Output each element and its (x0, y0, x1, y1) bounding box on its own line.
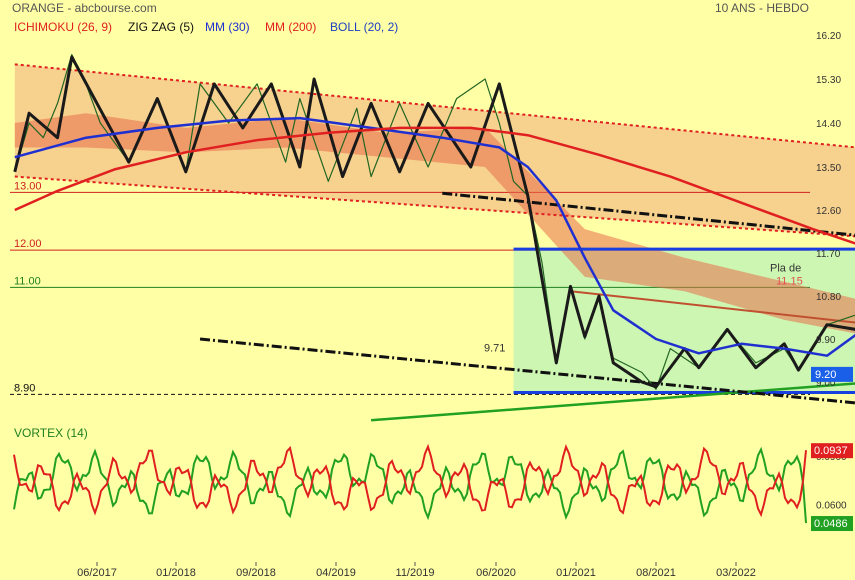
legend-item: MM (200) (265, 20, 317, 34)
y-tick-label: 9.90 (816, 335, 836, 346)
legend-item: BOLL (20, 2) (330, 20, 399, 34)
annotation-label: 9.71 (484, 343, 505, 355)
last-price-label: 9.20 (815, 369, 836, 381)
x-tick-label: 08/2021 (636, 567, 676, 579)
y-tick-label: 13.50 (816, 163, 841, 174)
legend-item: ICHIMOKU (26, 9) (14, 20, 113, 34)
vortex-last-label: 0.0486 (814, 518, 848, 530)
x-tick-label: 09/2018 (236, 567, 276, 579)
x-tick-label: 01/2021 (556, 567, 596, 579)
trend-line (570, 290, 855, 324)
vortex-last-badge (811, 443, 853, 459)
mm200-line (14, 126, 855, 245)
y-tick-label: 0.0600 (816, 501, 847, 512)
vortex-title: VORTEX (14) (14, 426, 88, 440)
zigzag-line (13, 55, 855, 389)
chart-title: ORANGE - abcbourse.com (12, 1, 157, 15)
x-tick-label: 06/2020 (476, 567, 516, 579)
level-label: 8.90 (14, 382, 35, 394)
legend-item: MM (30) (205, 20, 250, 34)
x-tick-label: 11/2019 (396, 567, 435, 579)
level-label: 11.00 (14, 275, 41, 287)
y-tick-label: 15.30 (816, 75, 841, 86)
y-tick-label: 9.00 (816, 378, 836, 389)
x-tick-label: 01/2018 (156, 567, 196, 579)
annotation-label: Pla de (770, 262, 801, 274)
mm30-line (14, 116, 855, 357)
vortex-plus-line (13, 443, 807, 518)
y-tick-label: 14.40 (816, 119, 841, 130)
chart-period: 10 ANS - HEBDO (714, 1, 809, 15)
trend-line (442, 191, 855, 237)
level-label: 13.00 (14, 180, 42, 192)
last-price-badge (811, 366, 853, 382)
x-tick-label: 06/2017 (77, 567, 117, 579)
y-tick-label: 12.60 (816, 206, 841, 217)
vortex-last-badge (811, 516, 853, 532)
y-tick-label: 16.20 (816, 31, 841, 42)
vortex-last-label: 0.0937 (814, 445, 848, 457)
trend-line (370, 382, 855, 422)
level-label: 12.00 (14, 238, 42, 250)
vortex-minus-line (13, 446, 807, 524)
legend-item: ZIG ZAG (5) (128, 20, 194, 34)
x-tick-label: 04/2019 (316, 567, 356, 579)
annotation-label: 11.15 (776, 276, 803, 288)
trend-line (14, 63, 855, 149)
trend-line (199, 337, 855, 405)
ichimoku-cloud (14, 113, 855, 334)
y-tick-label: 10.80 (816, 292, 841, 303)
y-tick-label: 11.70 (816, 249, 841, 260)
trend-line (14, 175, 855, 238)
x-tick-label: 03/2022 (716, 567, 756, 579)
